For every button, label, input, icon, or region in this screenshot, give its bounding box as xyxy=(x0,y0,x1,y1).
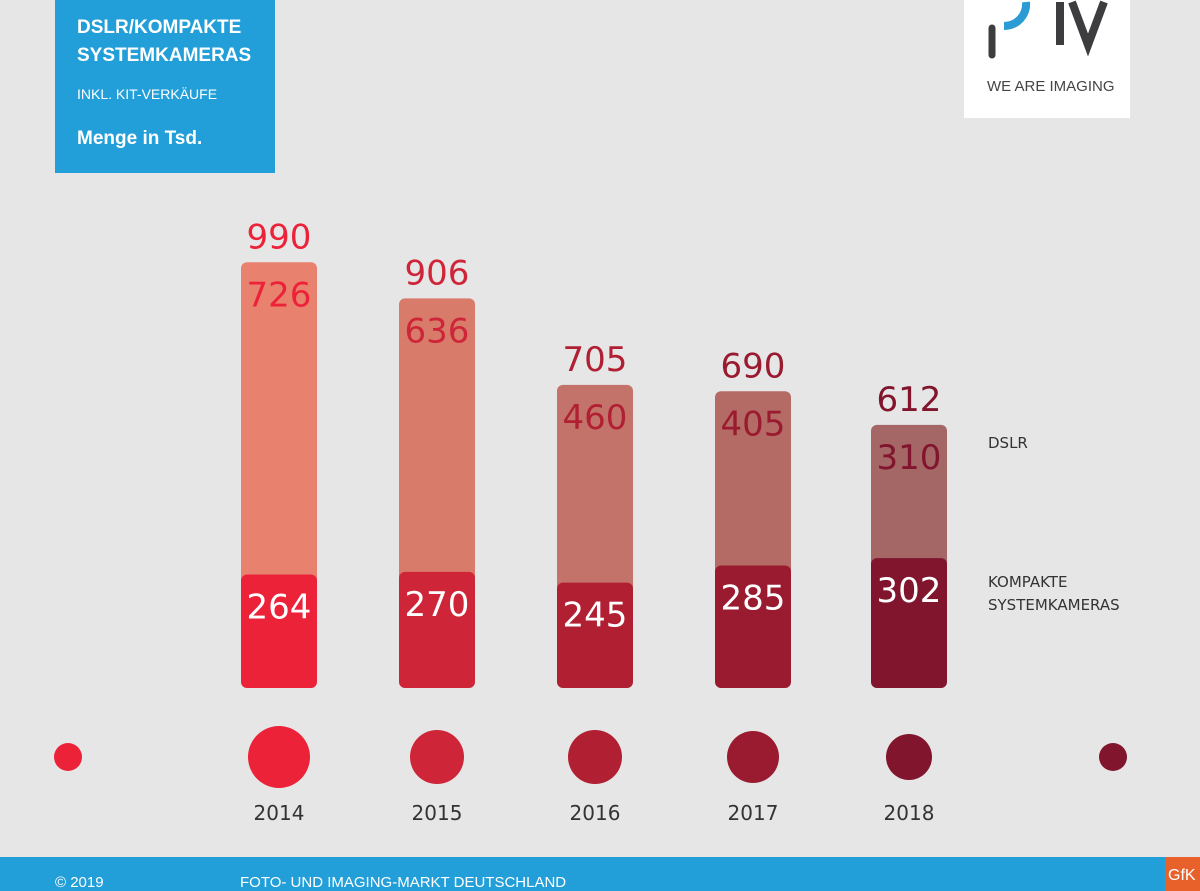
bar-kompakt xyxy=(399,571,475,688)
bar-dslr xyxy=(557,384,633,593)
title-line-2: SYSTEMKAMERAS xyxy=(77,45,252,66)
year-label: 2017 xyxy=(728,801,779,825)
bar-kompakt xyxy=(241,574,317,688)
title-line-1: DSLR/KOMPAKTE xyxy=(77,17,242,38)
legend-kompakt-2: SYSTEMKAMERAS xyxy=(988,596,1120,614)
total-label: 906 xyxy=(405,253,470,293)
footer: © 2019 FOTO- UND IMAGING-MARKT DEUTSCHLA… xyxy=(0,857,1200,891)
kompakt-label: 270 xyxy=(405,585,470,625)
dslr-label: 726 xyxy=(247,275,312,315)
gfk-logo: GfK xyxy=(1165,857,1200,891)
legend-kompakt-1: KOMPAKTE xyxy=(988,573,1067,591)
timeline-dot xyxy=(54,743,82,771)
kompakt-label: 285 xyxy=(721,578,786,618)
dslr-label: 405 xyxy=(721,404,786,444)
dslr-label: 636 xyxy=(405,311,470,351)
total-label: 612 xyxy=(877,380,942,420)
bar-dslr xyxy=(871,424,947,569)
timeline-dot xyxy=(1099,743,1127,771)
dslr-label: 460 xyxy=(563,398,628,438)
total-label: 690 xyxy=(721,346,786,386)
title-box: DSLR/KOMPAKTE SYSTEMKAMERAS INKL. KIT-VER… xyxy=(55,0,275,173)
bar-dslr xyxy=(399,298,475,582)
year-label: 2015 xyxy=(412,801,463,825)
timeline-dot xyxy=(568,730,622,784)
timeline-dot xyxy=(410,730,464,784)
timeline-dot xyxy=(727,731,779,783)
year-label: 2016 xyxy=(570,801,621,825)
legend-dslr: DSLR xyxy=(988,434,1028,452)
unit-label: Menge in Tsd. xyxy=(77,128,203,149)
kompakt-label: 264 xyxy=(247,587,312,627)
copyright: © 2019 xyxy=(55,874,104,891)
footer-title: FOTO- UND IMAGING-MARKT DEUTSCHLAND xyxy=(240,874,567,891)
year-label: 2018 xyxy=(884,801,935,825)
kompakt-label: 302 xyxy=(877,571,942,611)
timeline-dot xyxy=(248,726,310,788)
bar-kompakt xyxy=(557,582,633,688)
kompakt-label: 245 xyxy=(563,596,628,636)
piv-logo: WE ARE IMAGING xyxy=(964,0,1130,118)
dslr-label: 310 xyxy=(877,438,942,478)
bar-kompakt xyxy=(715,565,791,688)
chart-subtitle: INKL. KIT-VERKÄUFE xyxy=(77,86,218,102)
timeline-dot xyxy=(886,734,932,780)
bar-kompakt xyxy=(871,558,947,688)
bar-dslr xyxy=(715,391,791,576)
chart-title: DSLR/KOMPAKTE SYSTEMKAMERAS xyxy=(77,14,251,70)
bar-dslr xyxy=(241,262,317,585)
total-label: 990 xyxy=(247,217,312,257)
total-label: 705 xyxy=(563,340,628,380)
piv-logo-icon xyxy=(988,0,1108,59)
logo-tagline: WE ARE IMAGING xyxy=(987,78,1115,95)
year-label: 2014 xyxy=(254,801,305,825)
